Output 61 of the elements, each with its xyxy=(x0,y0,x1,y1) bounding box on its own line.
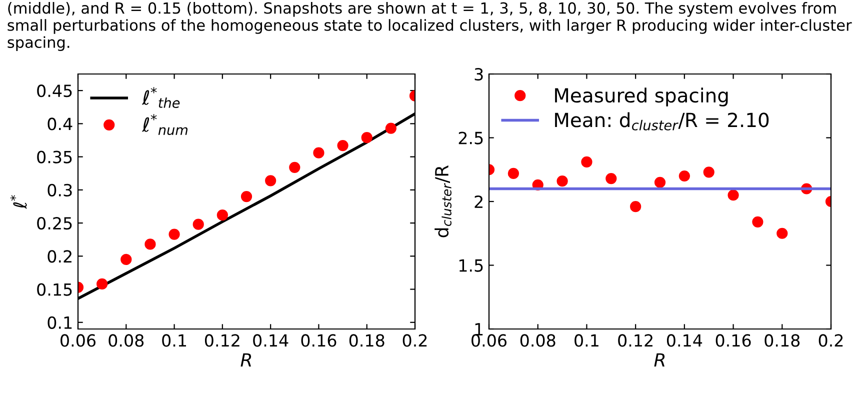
legend-label: Mean: d$_{cluster}$/R = 2.10 xyxy=(555,112,769,130)
x-tick-label: 0.1 xyxy=(574,334,598,347)
y-axis-title: d$_{cluster}$/R xyxy=(434,165,452,238)
point xyxy=(678,170,690,182)
x-tick-label: 0.08 xyxy=(108,334,144,347)
y-tick-label: 0.45 xyxy=(37,84,72,98)
point xyxy=(385,122,396,134)
point xyxy=(144,238,156,250)
legend-label: Measured spacing xyxy=(555,88,728,106)
y-tick-label: 0.3 xyxy=(48,184,72,196)
x-tick-label: 0.06 xyxy=(472,334,507,347)
point xyxy=(265,175,276,186)
point xyxy=(654,176,666,188)
x-tick-label: 0.2 xyxy=(402,334,427,347)
x-tick-label: 0.16 xyxy=(716,334,751,347)
x-tick-label: 0.18 xyxy=(349,334,384,347)
x-tick-label: 0.12 xyxy=(204,334,240,347)
point xyxy=(216,210,228,221)
point xyxy=(703,166,714,178)
point xyxy=(337,140,348,152)
x-tick-label: 0.14 xyxy=(253,334,288,347)
point xyxy=(606,172,617,184)
point xyxy=(168,228,180,240)
point xyxy=(192,218,204,230)
point xyxy=(361,132,372,144)
x-tick-label: 0.1 xyxy=(162,334,186,347)
point xyxy=(508,168,519,180)
point xyxy=(752,216,764,228)
point xyxy=(776,228,788,239)
x-tick-label: 0.16 xyxy=(301,334,336,347)
y-tick-label: 2.5 xyxy=(458,132,483,144)
y-tick-label: 3 xyxy=(474,68,483,81)
point xyxy=(289,162,300,173)
y-tick-label: 1.5 xyxy=(459,259,483,272)
y-axis-title: ℓ$^{*}$ xyxy=(10,195,27,209)
x-tick-label: 0.2 xyxy=(818,334,843,347)
y-tick-label: 0.15 xyxy=(37,283,72,296)
x-tick-label: 0.18 xyxy=(764,334,800,347)
x-axis-title: R xyxy=(240,353,252,366)
text: (middle), and R = 0.15 (bottom). Snapshots are shown at t = 1, 3, 5, 8, 10, 30, 50. The system evolves from small perturbations of the homogeneous state to localized clusters, with larger R producing wider inter-cluster spacing. xyxy=(8,2,852,51)
y-tick-label: 2 xyxy=(474,195,482,208)
point xyxy=(556,176,568,187)
point xyxy=(581,156,592,168)
point xyxy=(96,278,108,290)
point xyxy=(120,254,132,266)
x-tick-label: 0.08 xyxy=(520,334,556,347)
point xyxy=(630,201,642,212)
point xyxy=(313,147,324,158)
x-tick-label: 0.06 xyxy=(60,334,96,347)
y-tick-label: 0.2 xyxy=(48,250,72,263)
legend-label: ℓ$^{*}$$_{num}$ xyxy=(142,114,188,136)
point xyxy=(728,190,739,201)
legend-label: ℓ$^{*}$$_{the}$ xyxy=(142,87,180,108)
y-tick-label: 0.25 xyxy=(37,216,72,230)
x-axis-title: R xyxy=(654,353,665,366)
x-tick-label: 0.12 xyxy=(618,334,652,347)
x-tick-label: 0.14 xyxy=(666,334,702,347)
y-tick-label: 0.35 xyxy=(37,150,72,164)
y-tick-label: 0.4 xyxy=(48,118,72,130)
y-tick-label: 0.1 xyxy=(48,316,72,329)
point xyxy=(240,190,252,202)
